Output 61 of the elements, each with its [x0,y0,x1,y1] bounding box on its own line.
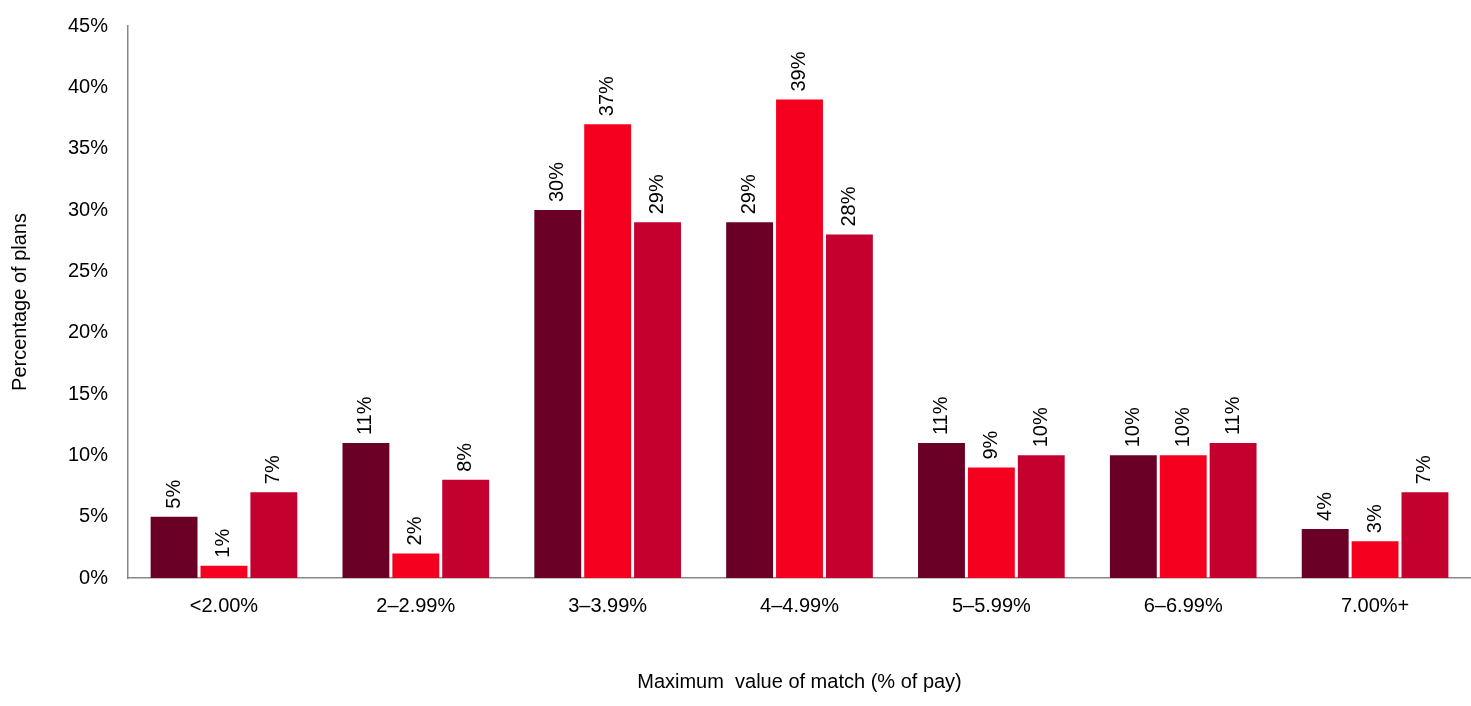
bar [442,479,490,578]
data-label: 7% [261,455,284,485]
y-tick-label: 0% [79,565,109,588]
bar [967,467,1015,578]
x-tick-label: 6–6.99% [1143,593,1223,616]
data-label: 11% [929,396,951,436]
bar [918,443,965,578]
bar [200,565,248,578]
data-label: 37% [595,75,618,117]
data-label: 11% [353,396,376,436]
data-label: 4% [1312,491,1335,521]
bar [150,516,198,578]
bar [1017,455,1065,578]
bar [1401,492,1449,578]
y-tick-label: 25% [68,258,109,281]
y-tick-label: 35% [68,136,109,159]
bar [584,124,632,578]
data-label: 28% [836,186,859,227]
bar [1301,528,1349,578]
bar [1159,455,1207,578]
bar [250,492,298,578]
bar [392,553,440,578]
y-tick-label: 45% [68,13,109,36]
bar [1209,443,1257,578]
bar [726,222,774,578]
data-label: 9% [978,430,1001,460]
data-label: 39% [787,51,810,92]
x-tick-label: 2–2.99% [376,593,456,616]
bar [1351,541,1399,578]
data-label: 10% [1028,407,1051,448]
data-label: 8% [453,442,476,472]
x-tick-label: <2.00% [189,593,259,616]
data-label: 29% [645,174,668,215]
bar [825,234,873,578]
x-tick-label: 5–5.99% [951,593,1032,616]
y-tick-label: 40% [68,74,109,97]
data-label: 7% [1412,455,1435,485]
data-label: 5% [161,479,184,509]
y-tick-label: 15% [68,381,109,404]
bar [534,210,582,578]
data-label: 1% [211,528,234,558]
bar [634,222,681,578]
data-label: 10% [1120,407,1143,448]
x-tick-label: 4–4.99% [760,593,840,616]
data-label: 11% [1220,396,1243,436]
y-tick-label: 5% [79,504,109,527]
data-label: 10% [1170,407,1193,448]
y-tick-label: 30% [68,197,109,220]
data-label: 30% [545,161,568,202]
data-label: 2% [403,516,426,546]
y-axis-title: Percentage of plans [7,213,30,391]
bar [342,443,390,578]
bar [1109,455,1157,578]
x-tick-label: 7.00%+ [1340,593,1410,616]
data-label: 3% [1362,504,1385,534]
y-tick-label: 20% [68,320,109,343]
bar [776,99,823,578]
y-tick-label: 10% [68,442,109,465]
x-axis-title: Maximum value of match (% of pay) [637,669,962,692]
x-tick-label: 3–3.99% [568,593,648,616]
data-label: 29% [737,174,760,215]
